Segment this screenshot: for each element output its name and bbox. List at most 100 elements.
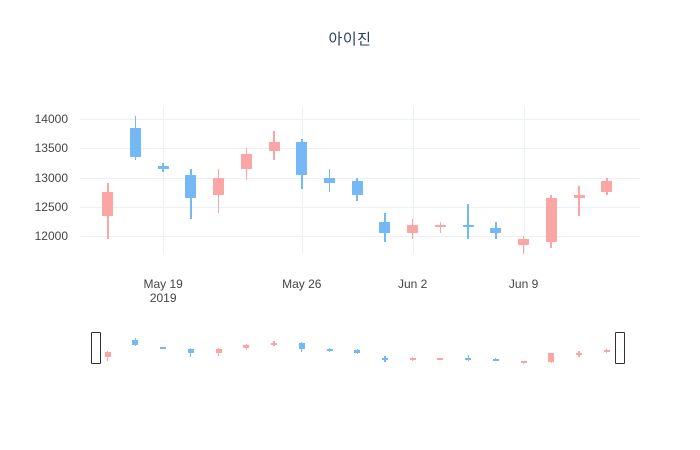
candle-body <box>185 174 197 199</box>
candlestick[interactable] <box>379 107 391 254</box>
range-slider-candle <box>409 330 416 370</box>
range-candle-body <box>326 349 333 352</box>
candlestick[interactable] <box>129 107 141 254</box>
range-candle-body <box>132 339 139 346</box>
y-axis-tick-14000: 14000 <box>34 111 68 126</box>
x-axis-tick: May 26 <box>282 277 322 291</box>
candlestick[interactable] <box>102 107 114 254</box>
candlestick[interactable] <box>185 107 197 254</box>
range-slider-candle <box>243 330 250 370</box>
range-slider-candle <box>520 330 527 370</box>
candlestick[interactable] <box>490 107 502 254</box>
candlestick[interactable] <box>407 107 419 254</box>
candle-wick <box>467 204 469 240</box>
y-axis-tick-13500: 13500 <box>34 141 68 156</box>
gridline-y-13000 <box>80 177 640 179</box>
range-candle-body <box>603 350 610 353</box>
range-candle-body <box>409 358 416 361</box>
y-axis-tick-12500: 12500 <box>34 200 68 214</box>
candlestick[interactable] <box>324 107 336 254</box>
range-slider-candle <box>437 330 444 370</box>
range-candle-body <box>243 345 250 348</box>
candlestick[interactable] <box>296 107 308 254</box>
range-candle-wick <box>467 354 469 362</box>
candlestick[interactable] <box>157 107 169 254</box>
range-slider-candle <box>215 330 222 370</box>
range-slider-candle <box>326 330 333 370</box>
range-slider-candle <box>381 330 388 370</box>
x-axis-tick: Jun 2 <box>398 277 428 291</box>
candle-body <box>157 165 169 169</box>
range-slider-candle <box>576 330 583 370</box>
candle-body <box>102 192 114 216</box>
x-axis-tick: May 19 2019 <box>143 277 183 305</box>
candle-body <box>129 127 141 157</box>
range-candle-body <box>298 342 305 349</box>
range-candle-body <box>576 352 583 355</box>
candle-body <box>268 142 280 152</box>
gridline-x <box>523 107 525 254</box>
candle-body <box>462 224 474 228</box>
range-slider-candle <box>492 330 499 370</box>
range-slider-candle <box>465 330 472 370</box>
range-slider-candle <box>187 330 194 370</box>
candlestick[interactable] <box>545 107 557 254</box>
candle-body <box>545 198 557 243</box>
gridline-y-12000 <box>80 236 640 238</box>
candlestick[interactable] <box>573 107 585 254</box>
candle-wick <box>578 186 580 216</box>
y-axis-tick-12000: 12000 <box>34 229 68 244</box>
range-candle-body <box>492 359 499 361</box>
candlestick[interactable] <box>601 107 613 254</box>
range-candle-body <box>104 352 111 357</box>
candlestick[interactable] <box>462 107 474 254</box>
x-axis-tick: Jun 9 <box>508 277 539 291</box>
range-slider-candle <box>354 330 361 370</box>
candle-body <box>324 177 336 184</box>
candle-wick <box>522 236 525 254</box>
candlestick[interactable] <box>213 107 225 254</box>
gridline-y-13500 <box>80 148 640 150</box>
candle-wick <box>439 221 442 234</box>
range-candle-body <box>437 358 444 361</box>
range-slider-candle <box>160 330 167 370</box>
candle-body <box>213 177 225 196</box>
plot-area <box>80 107 640 254</box>
range-slider-candle <box>603 330 610 370</box>
candle-body <box>240 154 252 169</box>
range-slider-candle <box>271 330 278 370</box>
y-axis-tick-13000: 13000 <box>34 170 68 185</box>
gridline-y-12500 <box>80 207 640 208</box>
range-candle-body <box>160 347 167 350</box>
gridline-x <box>163 107 165 254</box>
candle-body <box>434 224 446 228</box>
gridline-y-14000 <box>80 118 640 120</box>
range-candle-body <box>381 357 388 360</box>
range-candle-body <box>465 358 472 361</box>
candlestick[interactable] <box>434 107 446 254</box>
range-handle-right[interactable] <box>615 332 625 364</box>
candle-body <box>296 142 308 175</box>
range-slider-candle <box>548 330 555 370</box>
range-candle-body <box>354 350 361 353</box>
candle-body <box>601 180 613 193</box>
range-candle-body <box>187 348 194 354</box>
candlestick[interactable] <box>351 107 363 254</box>
candle-body <box>407 224 419 234</box>
candle-body <box>573 195 585 199</box>
range-slider-candle <box>132 330 139 370</box>
gridline-x <box>412 107 414 254</box>
candlestick[interactable] <box>518 107 530 254</box>
candle-body <box>379 221 391 234</box>
candlestick[interactable] <box>240 107 252 254</box>
range-handle-left[interactable] <box>90 332 101 364</box>
range-slider-candle <box>104 330 111 370</box>
range-candle-body <box>271 342 278 345</box>
candle-body <box>351 180 363 196</box>
range-slider[interactable] <box>80 330 640 370</box>
range-candle-body <box>215 349 222 353</box>
range-slider-candle <box>298 330 305 370</box>
candle-body <box>518 239 530 246</box>
candlestick[interactable] <box>268 107 280 254</box>
